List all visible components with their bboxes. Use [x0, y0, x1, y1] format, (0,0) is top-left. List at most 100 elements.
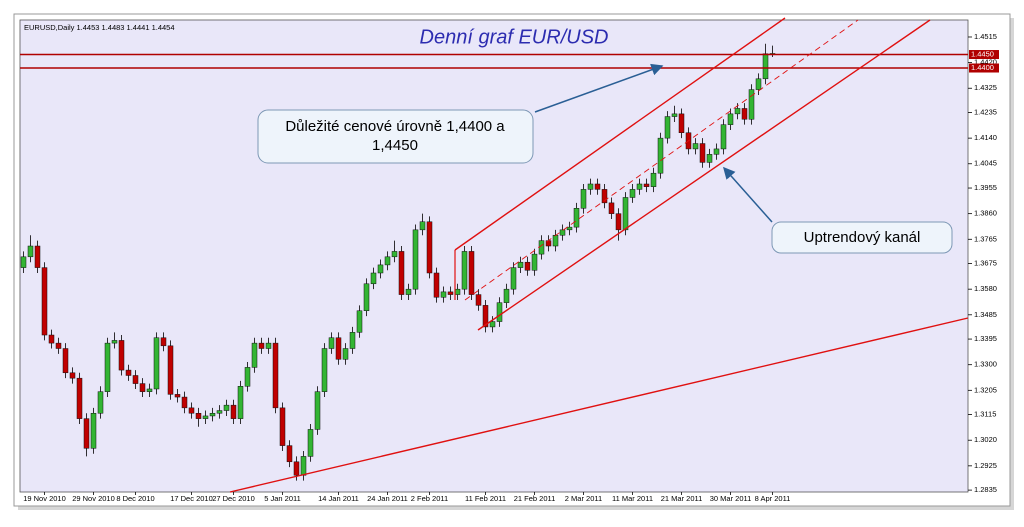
- y-tick-label: 1.4325: [974, 83, 997, 92]
- y-tick-label: 1.3765: [974, 234, 997, 243]
- candle-body: [496, 302, 503, 322]
- candle-body: [538, 240, 545, 255]
- candle-body: [167, 345, 174, 395]
- candle-body: [398, 251, 405, 295]
- candle-body: [335, 337, 342, 360]
- candle-body: [517, 261, 524, 268]
- y-tick-label: 1.3115: [974, 410, 996, 419]
- candle-body: [664, 116, 671, 139]
- candle-body: [293, 461, 300, 476]
- candle-body: [657, 137, 664, 174]
- y-tick-label: 1.3205: [974, 385, 997, 394]
- y-tick-label: 1.3860: [974, 209, 997, 218]
- candle-body: [580, 189, 587, 209]
- candle-body: [503, 288, 510, 303]
- x-tick-label: 30 Mar 2011: [710, 494, 752, 503]
- arrow: [723, 166, 773, 223]
- candle-body: [139, 383, 146, 392]
- candle-body: [566, 226, 573, 231]
- y-tick-label: 1.3675: [974, 259, 997, 268]
- candle-body: [286, 445, 293, 463]
- candle-body: [202, 415, 209, 419]
- candle-body: [48, 334, 55, 344]
- candle-body: [321, 348, 328, 392]
- candle-body: [482, 305, 489, 328]
- channel-upper: [454, 17, 786, 251]
- x-tick-label: 29 Nov 2010: [72, 494, 115, 503]
- candle-body: [216, 410, 223, 414]
- candle-body: [300, 456, 307, 476]
- candle-body: [531, 253, 538, 271]
- candle-body: [62, 348, 69, 374]
- y-tick-label: 1.3020: [974, 435, 997, 444]
- candle-body: [34, 245, 41, 268]
- candle-body: [636, 183, 643, 190]
- candle-body: [265, 342, 272, 349]
- candle-body: [230, 404, 237, 419]
- candle-body: [90, 412, 97, 449]
- candle-body: [629, 189, 636, 198]
- y-tick-label: 1.3395: [974, 334, 997, 343]
- price-level-label: 1.4400: [971, 63, 994, 72]
- candle-body: [405, 288, 412, 295]
- candle-body: [244, 367, 251, 387]
- candle-body: [454, 288, 461, 295]
- candle-body: [594, 183, 601, 190]
- x-tick-label: 14 Jan 2011: [318, 494, 359, 503]
- candle-body: [258, 342, 265, 349]
- chart-header: EURUSD,Daily 1.4453 1.4483 1.4441 1.4454: [24, 23, 175, 32]
- candle-body: [433, 272, 440, 298]
- candle-body: [741, 108, 748, 120]
- x-tick-label: 5 Jan 2011: [264, 494, 301, 503]
- trend-lines: [229, 17, 969, 493]
- candle-body: [468, 251, 475, 295]
- candle-body: [615, 213, 622, 231]
- candle-body: [391, 251, 398, 258]
- candle-body: [734, 108, 741, 115]
- x-tick-label: 17 Dec 2010: [170, 494, 213, 503]
- candle-body: [475, 294, 482, 306]
- x-tick-label: 11 Feb 2011: [465, 494, 506, 503]
- channel-lower: [477, 19, 931, 331]
- candle-body: [195, 412, 202, 419]
- annotation-text: 1,4450: [372, 137, 418, 154]
- candle-body: [153, 337, 160, 390]
- candle-body: [41, 267, 48, 336]
- candle-body: [412, 229, 419, 290]
- x-tick-label: 19 Nov 2010: [23, 494, 66, 503]
- candle-body: [132, 375, 139, 384]
- y-tick-label: 1.3580: [974, 284, 997, 293]
- y-tick-label: 1.4515: [974, 32, 997, 41]
- candle-body: [447, 291, 454, 295]
- candle-body: [643, 183, 650, 187]
- candle-body: [461, 251, 468, 290]
- candle-body: [762, 53, 769, 80]
- price-level-label: 1.4450: [971, 50, 994, 59]
- candle-body: [251, 342, 258, 368]
- candle-body: [76, 377, 83, 419]
- y-tick-label: 1.4235: [974, 107, 997, 116]
- candle-body: [111, 340, 118, 344]
- candle-body: [118, 340, 125, 371]
- price-level-tag: [969, 50, 999, 60]
- x-tick-label: 2 Mar 2011: [565, 494, 602, 503]
- x-tick-label: 21 Feb 2011: [514, 494, 556, 503]
- x-tick-label: 8 Apr 2011: [755, 494, 791, 503]
- candle-body: [713, 148, 720, 155]
- candle-body: [20, 256, 27, 268]
- candle-body: [601, 189, 608, 204]
- x-tick-label: 21 Mar 2011: [661, 494, 703, 503]
- y-tick-label: 1.4140: [974, 133, 997, 142]
- candle-body: [650, 172, 657, 187]
- candle-body: [314, 391, 321, 430]
- candle-body: [440, 291, 447, 298]
- candle-body: [363, 283, 370, 312]
- candle-body: [755, 78, 762, 90]
- candle-body: [209, 412, 216, 417]
- annotation-text: Důležité cenové úrovně 1,4400 a: [285, 118, 505, 135]
- candle-body: [160, 337, 167, 347]
- annotation-box: [257, 109, 534, 164]
- candle-body: [272, 342, 279, 409]
- candle-body: [748, 89, 755, 120]
- candle-body: [342, 348, 349, 360]
